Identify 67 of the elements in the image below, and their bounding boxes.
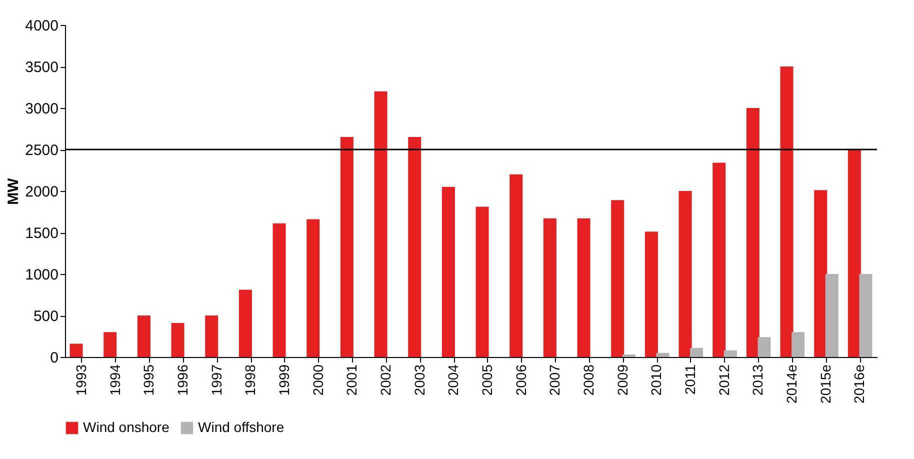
y-tick-label: 3000 [25,100,58,118]
x-tick-label: 2006 [512,364,529,396]
bar [272,223,286,357]
y-tick-label: 2500 [25,142,58,159]
bar [374,91,388,357]
x-tick-label: 2002 [377,364,394,396]
x-tick-label: 1994 [106,364,123,396]
y-tick-label: 1500 [25,225,58,242]
x-tick-label: 2001 [344,364,360,396]
x-tick-label: 2014e [783,364,800,404]
bar [543,218,556,357]
bar [137,316,150,357]
y-tick-label: 3500 [25,59,58,76]
bar [848,150,861,357]
bar [104,332,117,357]
bar [238,290,252,357]
y-tick-label: 500 [33,308,58,325]
bar [656,352,670,357]
bar [442,186,455,357]
bar [644,232,658,357]
bar [577,218,590,357]
y-tick-label: 2000 [25,184,58,200]
x-tick-label: 1997 [208,364,224,396]
bar [70,344,83,357]
x-tick-label: 1995 [140,364,157,396]
x-tick-label: 2008 [580,364,596,396]
x-tick-label: 2000 [310,364,326,396]
bar [678,191,692,357]
x-tick-label: 2003 [411,364,428,396]
y-axis-title: MW [5,177,22,205]
x-tick-label: 1998 [242,364,258,396]
legend-label: Wind onshore [83,419,170,435]
bar [205,316,218,357]
bar [510,174,523,357]
y-tick-label: 4000 [25,18,58,34]
bar [340,137,354,357]
bar [792,332,805,357]
bar [476,206,489,357]
x-tick-label: 2016e [851,364,868,404]
bar [611,200,624,357]
x-tick-label: 2013 [750,364,766,396]
x-tick-label: 2009 [614,364,630,396]
y-tick-label: 1000 [25,266,58,284]
x-tick-label: 1999 [276,364,292,396]
bar [408,137,422,357]
legend-label: Wind offshore [198,419,284,435]
x-tick-label: 2005 [478,364,495,396]
bar [690,348,704,357]
x-tick-label: 2011 [682,364,698,395]
bar [171,322,184,357]
bar [712,162,726,357]
x-tick-label: 2015e [817,364,834,404]
x-tick-label: 2007 [546,364,563,396]
bar [825,274,838,357]
bar [724,350,737,357]
x-tick-label: 2004 [445,364,462,396]
bar [758,337,771,357]
bar [746,108,760,357]
bar [306,219,320,357]
x-tick-label: 1996 [174,364,190,396]
y-tick-label: 0 [50,350,58,366]
x-tick-label: 2010 [648,364,664,396]
x-tick-label: 1993 [72,364,89,396]
bar [814,190,828,357]
bar [859,274,872,357]
bar [780,66,794,357]
x-tick-label: 2012 [716,364,732,396]
